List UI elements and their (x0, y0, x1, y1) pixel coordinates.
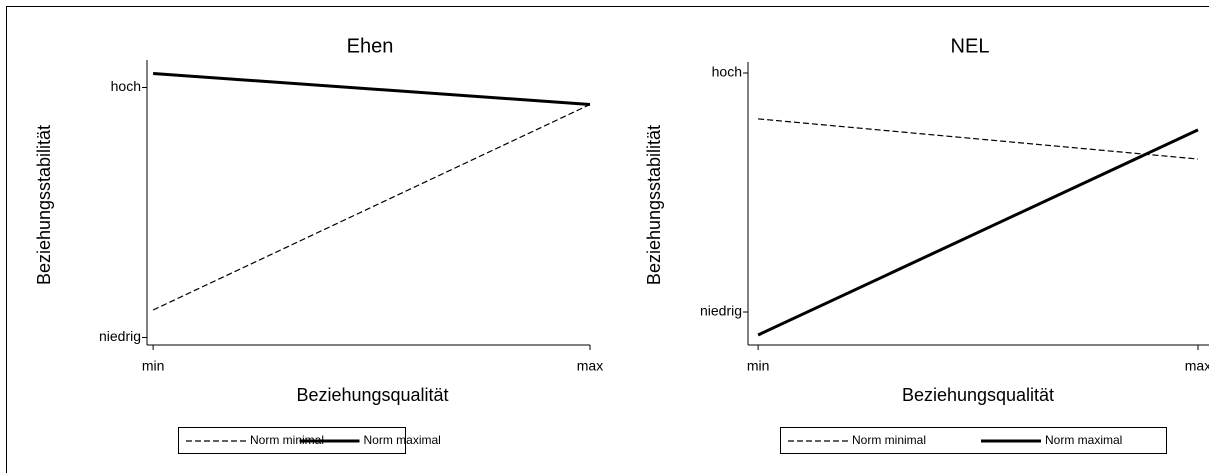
y-tick-label: hoch (712, 64, 742, 80)
x-tick-label: min (142, 358, 165, 374)
frame (6, 6, 1209, 473)
series-line (758, 118, 1199, 160)
y-axis-title: Beziehungsstabilität (644, 125, 664, 285)
series-line (757, 128, 1199, 337)
y-tick-label: niedrig (99, 328, 141, 344)
x-axis-title: Beziehungsqualität (902, 385, 1054, 405)
legend-label: Norm minimal (250, 433, 324, 447)
x-axis-title: Beziehungsqualität (296, 385, 448, 405)
y-tick-label: hoch (111, 78, 141, 94)
x-tick-label: min (747, 358, 770, 374)
series-line (153, 72, 591, 106)
chart-title: Ehen (347, 35, 394, 57)
x-tick-label: max (1185, 358, 1209, 374)
legend-label: Norm minimal (852, 433, 926, 447)
y-axis-title: Beziehungsstabilität (34, 125, 54, 285)
legend-label: Norm maximal (1045, 433, 1122, 447)
y-tick-label: niedrig (700, 303, 742, 319)
legend-label: Norm maximal (364, 433, 441, 447)
x-tick-label: max (577, 358, 603, 374)
chart-title: NEL (951, 35, 990, 57)
